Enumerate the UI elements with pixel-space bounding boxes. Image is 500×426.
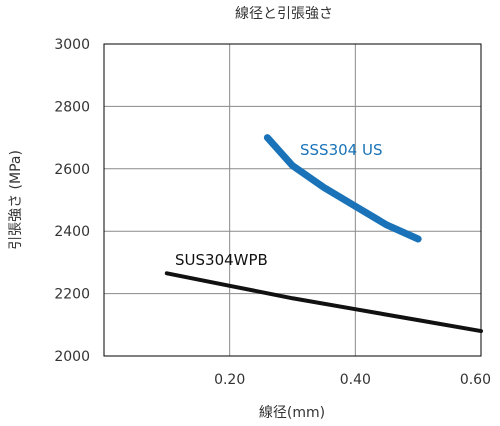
plot-frame (103, 43, 482, 357)
y-tick-label: 3000 (54, 37, 90, 53)
series-line-sus304wpb (164, 271, 483, 334)
chart-title: 線径と引張強さ (235, 6, 333, 22)
y-tick-label: 2200 (54, 287, 90, 303)
series-label-sus304wpb: SUS304WPB (175, 251, 268, 269)
x-tick-label: 0.40 (340, 372, 371, 388)
series-line-sss304-us (263, 134, 422, 243)
x-axis-ticks: 0.20 0.40 0.60 (214, 372, 491, 388)
grid (104, 44, 481, 356)
x-axis-title: 線径(mm) (259, 405, 325, 421)
y-axis-ticks: 2000 2200 2400 2600 2800 3000 (54, 37, 90, 365)
y-tick-label: 2800 (54, 99, 90, 115)
series-label-sss304-us: SSS304 US (300, 141, 382, 159)
y-axis-title: 引張強さ (MPa) (8, 150, 24, 250)
y-tick-label: 2400 (54, 224, 90, 240)
x-tick-label: 0.60 (460, 372, 491, 388)
series-group (164, 134, 483, 334)
x-tick-label: 0.20 (214, 372, 245, 388)
y-tick-label: 2600 (54, 162, 90, 178)
y-tick-label: 2000 (54, 349, 90, 365)
